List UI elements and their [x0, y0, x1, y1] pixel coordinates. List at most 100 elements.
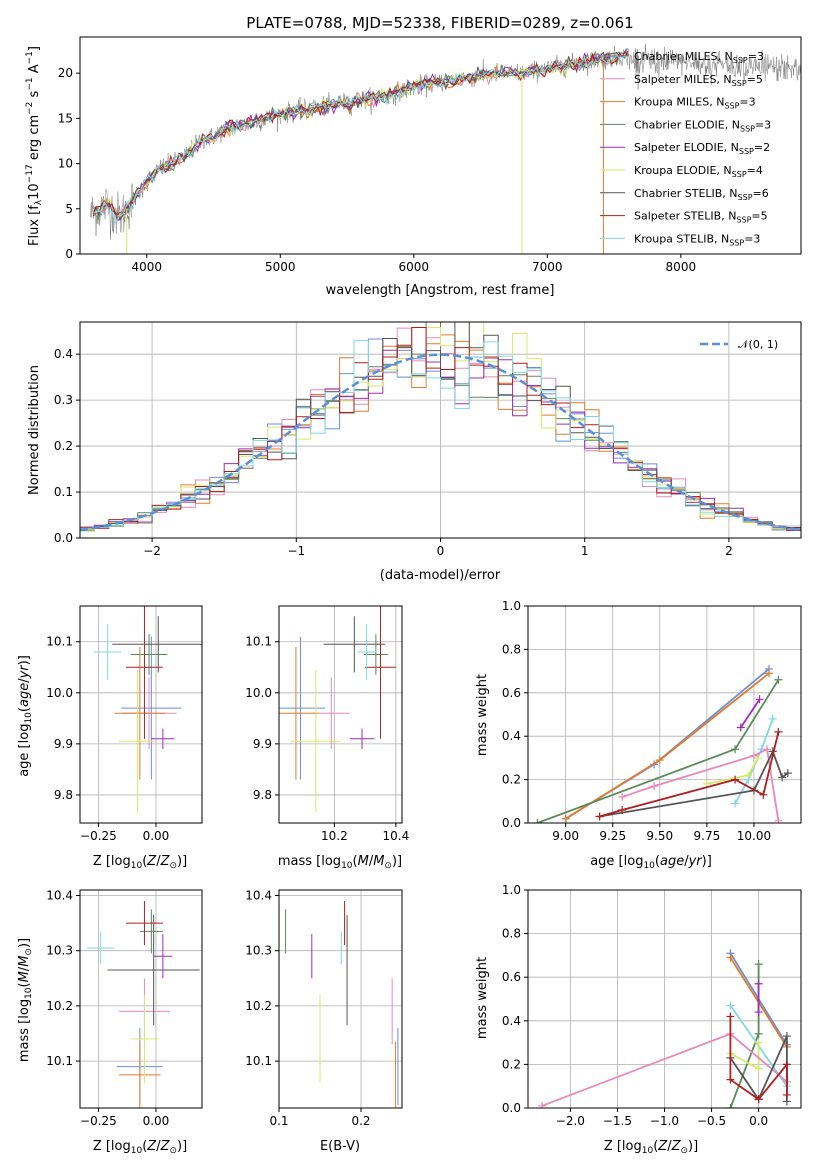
legend-label: Kroupa STELIB, NSSP=3: [634, 232, 760, 247]
residual-histogram: [80, 340, 801, 529]
weight-marker: [744, 771, 753, 780]
x-tick-label: 9.75: [694, 829, 721, 843]
weight-marker: [731, 745, 740, 754]
y-tick-label: 0.6: [502, 970, 521, 984]
x-tick-label: 0.1: [269, 1114, 288, 1128]
y-tick-label: 0.3: [54, 393, 73, 407]
x-tick-label: 2: [725, 544, 733, 558]
legend-label: Kroupa ELODIE, NSSP=4: [634, 164, 763, 179]
legend-label: Salpeter STELIB, NSSP=5: [634, 210, 768, 225]
weight-marker: [726, 1104, 735, 1108]
weight-marker: [726, 1075, 735, 1084]
spectrum-ylabel: Flux [fλ10−17 erg cm−2 s−1 A−1]: [25, 46, 44, 246]
x-tick-label: 0.00: [143, 1114, 170, 1128]
x-tick-label: 0.2: [351, 1114, 370, 1128]
model-spectrum-line: [93, 52, 628, 219]
x-tick-label: −2: [143, 544, 161, 558]
x-tick-label: 9.50: [646, 829, 673, 843]
y-tick-label: 10.4: [46, 889, 73, 903]
age-vs-z-xlabel: Z [log10(Z/Z⊙)]: [93, 854, 187, 871]
y-tick-label: 0.0: [502, 1101, 521, 1115]
weight-vs-age-xlabel: age [log10(age/yr)]: [590, 854, 712, 871]
weight-marker: [778, 773, 787, 782]
legend-label: Salpeter ELODIE, NSSP=2: [634, 141, 770, 156]
axes-frame: [527, 605, 802, 824]
legend-label: Kroupa MILES, NSSP=3: [634, 96, 756, 111]
weight-line: [729, 964, 760, 1108]
age-vs-z-panel: Z [log10(Z/Z⊙)] age [log10(age/yr)] −0.2…: [17, 605, 203, 871]
x-tick-label: 8000: [666, 260, 697, 274]
x-tick-label: −0.5: [697, 1114, 726, 1128]
weight-marker: [650, 782, 659, 791]
plot-area: [80, 322, 801, 532]
weight-vs-z-xlabel: Z [log10(Z/Z⊙)]: [604, 1139, 698, 1156]
weight-marker: [655, 756, 664, 765]
y-tick-label: 20: [58, 66, 73, 80]
y-tick-label: 0: [65, 247, 73, 261]
x-tick-label: −0.25: [80, 829, 117, 843]
gaussian-curve: [80, 353, 801, 532]
weight-marker: [782, 1090, 791, 1099]
model-spectrum-line: [92, 50, 628, 217]
residuals-ylabel: Normed distribution: [27, 365, 42, 495]
y-tick-label: 10.4: [245, 889, 272, 903]
x-tick-label: −1.0: [650, 1114, 679, 1128]
weight-marker: [726, 953, 735, 962]
weight-line: [621, 747, 780, 821]
weight-marker: [533, 819, 542, 823]
weight-marker: [618, 805, 627, 814]
weight-vs-z-panel: Z [log10(Z/Z⊙)] mass weight −2.0 −1.5 −1.0…: [475, 883, 802, 1156]
axes-overlay: −2 −1 0 1 2 0.0 0.1 0.2 0.3 0.4 𝒩(0, 1): [54, 321, 802, 558]
mass-vs-z-ylabel: mass [log10(M/M⊙)]: [17, 938, 34, 1062]
plot-area: [285, 901, 399, 1108]
plot-area: [86, 901, 200, 1108]
axes-frame: [278, 605, 403, 824]
y-tick-label: 1.0: [502, 883, 521, 897]
weight-marker: [774, 816, 783, 823]
axes-frame: [278, 889, 403, 1109]
y-tick-label: 0.0: [502, 816, 521, 830]
axes-frame: [79, 605, 203, 824]
plot-area: [538, 949, 791, 1108]
y-tick-label: 0.8: [502, 927, 521, 941]
weight-marker: [755, 695, 764, 704]
y-tick-label: 10.1: [245, 635, 272, 649]
y-tick-label: 10.1: [46, 635, 73, 649]
y-tick-label: 5: [65, 202, 73, 216]
weight-marker: [782, 1060, 791, 1069]
axes-overlay: 0.1 0.2 10.1 10.2 10.3 10.4: [245, 889, 403, 1128]
mass-vs-z-xlabel: Z [log10(Z/Z⊙)]: [93, 1139, 187, 1156]
y-tick-label: 10.1: [245, 1054, 272, 1068]
weight-line: [740, 698, 761, 728]
y-tick-label: 10.3: [245, 944, 272, 958]
legend-label: Salpeter MILES, NSSP=5: [634, 73, 763, 88]
model-spectrum-line: [93, 52, 628, 222]
y-tick-label: 0.4: [502, 1014, 521, 1028]
x-tick-label: 7000: [532, 260, 563, 274]
weight-marker: [726, 1012, 735, 1021]
spectrum-xlabel: wavelength [Angstrom, rest frame]: [326, 283, 555, 298]
legend-label: Chabrier STELIB, NSSP=6: [634, 187, 769, 202]
plot-area: [279, 606, 396, 813]
weight-marker: [754, 1029, 763, 1038]
mass-vs-ebv-panel: E(B-V) 0.1 0.2 10.1 10.2 10.3 10.4: [245, 889, 403, 1154]
residuals-panel: (data-model)/error Normed distribution −…: [27, 321, 802, 583]
model-spectrum-line: [92, 50, 628, 217]
y-tick-label: 10.0: [245, 686, 272, 700]
age-vs-mass-xlabel: mass [log10(M/M⊙)]: [278, 854, 402, 871]
weight-marker: [538, 1101, 547, 1108]
y-tick-label: 0.1: [54, 485, 73, 499]
residuals-xlabel: (data-model)/error: [380, 568, 501, 583]
axes-overlay: −0.25 0.00 9.8 9.9 10.0 10.1: [46, 605, 203, 843]
weight-marker: [754, 1064, 763, 1073]
y-tick-label: 1.0: [502, 599, 521, 613]
weight-marker: [736, 723, 745, 732]
weight-marker: [782, 1032, 791, 1041]
model-spectrum-line: [92, 50, 628, 221]
model-spectrum-line: [93, 50, 628, 222]
x-tick-label: 5000: [265, 260, 296, 274]
residual-histogram: [80, 327, 801, 529]
y-tick-label: 9.9: [54, 737, 73, 751]
legend-label: Chabrier MILES, NSSP=3: [634, 50, 764, 65]
weight-vs-age-panel: age [log10(age/yr)] mass weight 9.00 9.25…: [475, 599, 802, 871]
